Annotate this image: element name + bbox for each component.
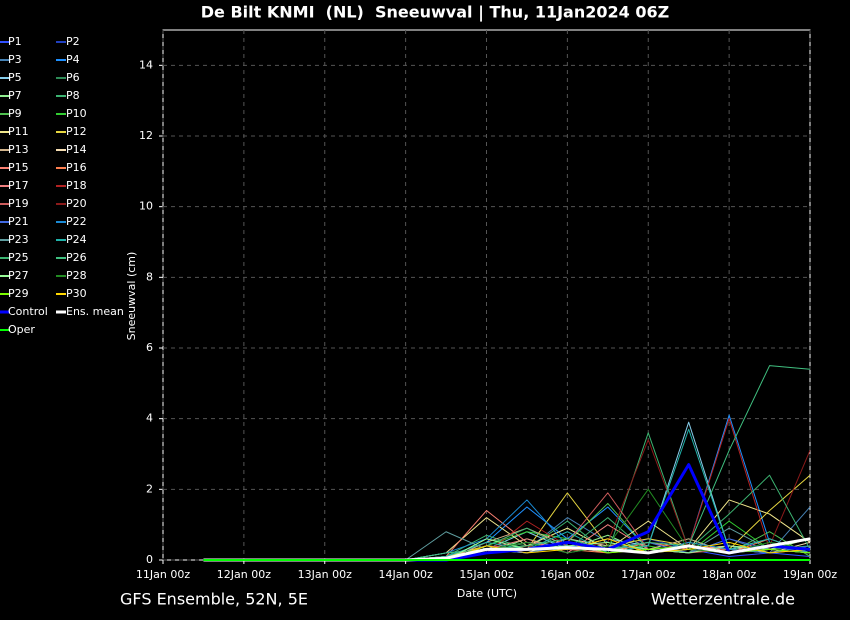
legend-label: P2 <box>66 35 80 48</box>
x-tick-label: 11Jan 00z <box>136 568 190 581</box>
legend-label: P26 <box>66 251 87 264</box>
legend-label: P29 <box>8 287 29 300</box>
y-tick-label: 6 <box>146 341 153 354</box>
y-tick-label: 8 <box>146 270 153 283</box>
legend-label: Control <box>8 305 48 318</box>
y-tick-label: 10 <box>139 200 153 213</box>
x-axis-label: Date (UTC) <box>457 587 517 600</box>
legend-label: P8 <box>66 89 80 102</box>
x-tick-label: 14Jan 00z <box>379 568 433 581</box>
legend-label: P11 <box>8 125 29 138</box>
legend-label: P16 <box>66 161 87 174</box>
legend-label: P13 <box>8 143 29 156</box>
legend-label: Oper <box>8 323 35 336</box>
legend-label: P12 <box>66 125 87 138</box>
y-tick-label: 12 <box>139 129 153 142</box>
x-tick-label: 19Jan 00z <box>783 568 837 581</box>
legend-label: P5 <box>8 71 22 84</box>
y-tick-label: 0 <box>146 553 153 566</box>
legend-label: P14 <box>66 143 87 156</box>
legend-label: P9 <box>8 107 22 120</box>
legend-label: P23 <box>8 233 29 246</box>
y-tick-label: 14 <box>139 58 153 71</box>
legend-label: P10 <box>66 107 87 120</box>
legend-label: P6 <box>66 71 80 84</box>
legend-label: P21 <box>8 215 29 228</box>
legend-label: P17 <box>8 179 29 192</box>
y-tick-label: 4 <box>146 412 153 425</box>
legend-label: P28 <box>66 269 87 282</box>
legend-label: P3 <box>8 53 22 66</box>
x-tick-label: 13Jan 00z <box>298 568 352 581</box>
footer-right: Wetterzentrale.de <box>651 590 795 609</box>
chart-title: De Bilt KNMI (NL) Sneeuwval | Thu, 11Jan… <box>201 3 669 23</box>
x-tick-label: 18Jan 00z <box>702 568 756 581</box>
x-tick-label: 17Jan 00z <box>621 568 675 581</box>
legend-label: P19 <box>8 197 29 210</box>
legend-label: P18 <box>66 179 87 192</box>
legend-label: P30 <box>66 287 87 300</box>
y-tick-label: 2 <box>146 482 153 495</box>
legend-label: P25 <box>8 251 29 264</box>
legend-label: P24 <box>66 233 87 246</box>
x-tick-label: 12Jan 00z <box>217 568 271 581</box>
legend-label: P15 <box>8 161 29 174</box>
x-tick-label: 16Jan 00z <box>540 568 594 581</box>
footer-left: GFS Ensemble, 52N, 5E <box>120 590 308 609</box>
legend-label: P27 <box>8 269 29 282</box>
legend-label: P4 <box>66 53 80 66</box>
legend-label: Ens. mean <box>66 305 124 318</box>
legend-label: P22 <box>66 215 87 228</box>
legend-label: P1 <box>8 35 22 48</box>
x-tick-label: 15Jan 00z <box>459 568 513 581</box>
legend-label: P7 <box>8 89 22 102</box>
y-axis-label: Sneeuwval (cm) <box>125 252 138 341</box>
legend-label: P20 <box>66 197 87 210</box>
